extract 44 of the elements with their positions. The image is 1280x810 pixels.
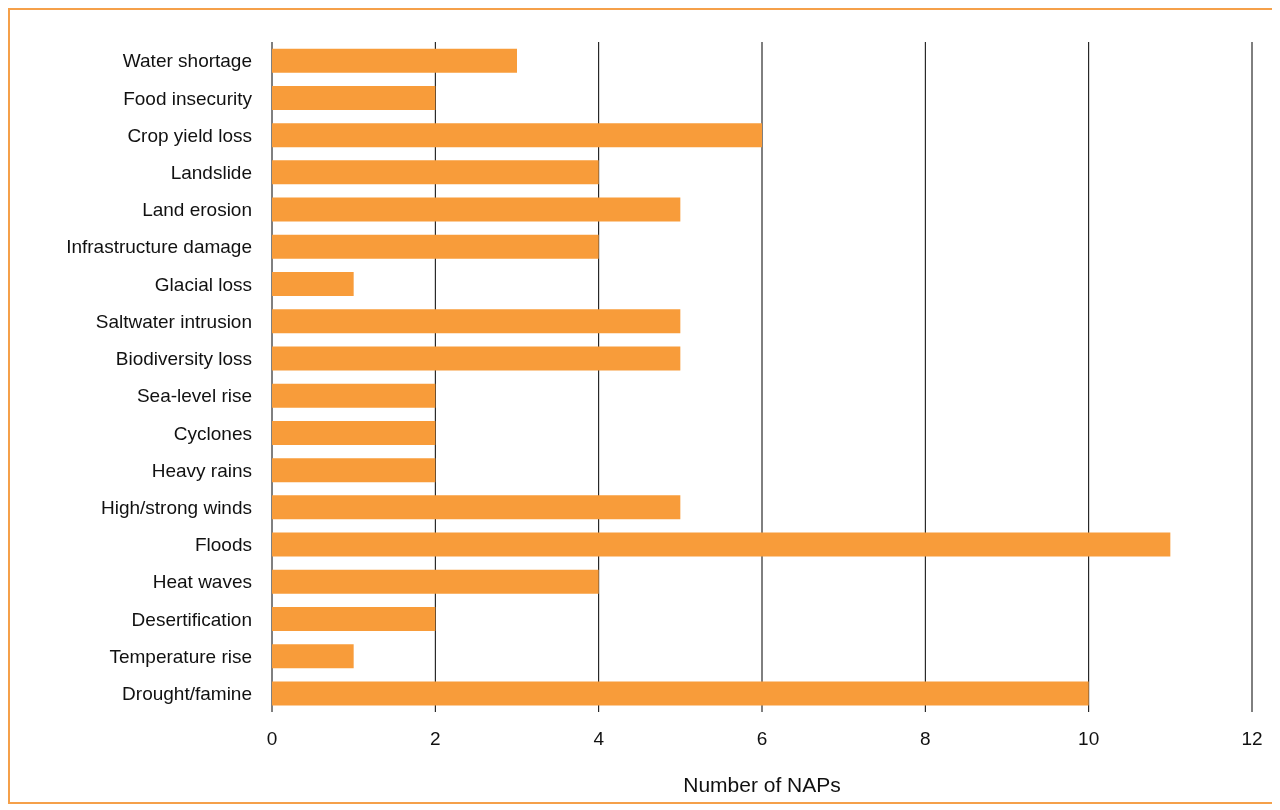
bar [272,346,681,371]
y-tick-label: Heat waves [152,571,252,593]
y-tick-label: Land erosion [142,199,252,221]
y-tick-label: Crop yield loss [127,124,252,146]
y-tick-label: Drought/famine [122,683,252,705]
bar [272,160,599,185]
x-tick-label: 0 [266,728,278,750]
y-tick-label: Saltwater intrusion [95,310,252,332]
x-tick-label: 12 [1241,728,1263,750]
y-tick-label: Temperature rise [109,645,252,667]
bar [272,681,1089,706]
bar [272,644,354,669]
bar [272,383,436,408]
bar [272,569,599,594]
y-tick-label: Glacial loss [154,273,252,295]
y-tick-label: Water shortage [122,50,252,72]
x-tick-label: 6 [756,728,768,750]
y-tick-label: Infrastructure damage [66,236,252,258]
y-tick-label: Biodiversity loss [115,348,252,370]
x-tick-label: 4 [593,728,605,750]
bar [272,48,517,73]
y-tick-label: Landslide [170,162,252,184]
bar [272,197,681,222]
bar [272,495,681,520]
bar [272,272,354,297]
bar [272,607,436,632]
y-tick-label: High/strong winds [100,497,252,519]
y-tick-label: Heavy rains [151,459,252,481]
bar [272,85,436,110]
y-tick-label: Cyclones [173,422,252,444]
y-tick-label: Food insecurity [123,87,253,109]
y-tick-label: Sea-level rise [136,385,252,407]
bar [272,532,1171,557]
y-tick-label: Floods [194,534,252,556]
bar [272,420,436,445]
x-tick-label: 2 [430,728,441,750]
x-axis-title: Number of NAPs [683,773,841,796]
y-tick-label: Desertification [131,608,252,630]
bar [272,309,681,334]
bar [272,234,599,259]
bar [272,123,762,148]
x-tick-label: 10 [1078,728,1100,750]
bar [272,458,436,483]
x-tick-label: 8 [920,728,931,750]
